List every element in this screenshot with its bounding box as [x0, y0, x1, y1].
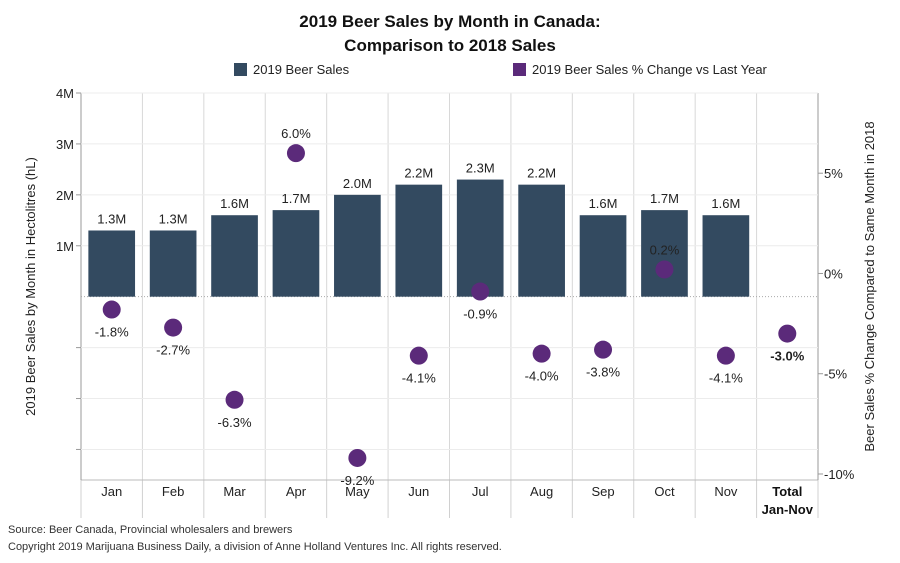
point-label-6: -0.9% — [463, 307, 497, 322]
point-0 — [102, 300, 121, 319]
point-7 — [532, 344, 551, 363]
legend-label-points: 2019 Beer Sales % Change vs Last Year — [532, 62, 767, 77]
point-label-2: -6.3% — [218, 415, 252, 430]
point-label-3: 6.0% — [281, 126, 311, 141]
point-label-0: -1.8% — [95, 325, 129, 340]
bar-label-4: 2.0M — [343, 176, 372, 191]
point-1 — [164, 318, 183, 337]
bar-5 — [395, 184, 443, 297]
legend-item-points: 2019 Beer Sales % Change vs Last Year — [513, 62, 767, 77]
point-label-9: 0.2% — [650, 242, 680, 257]
y2-tick-label: 0% — [824, 266, 843, 281]
bar-label-10: 1.6M — [711, 196, 740, 211]
point-11 — [778, 324, 797, 343]
point-label-1: -2.7% — [156, 343, 190, 358]
bar-label-1: 1.3M — [159, 211, 188, 226]
point-label-10: -4.1% — [709, 371, 743, 386]
legend-item-bars: 2019 Beer Sales — [234, 62, 349, 77]
x-tick-label-5: Jun — [408, 484, 429, 499]
x-tick-label-6: Jul — [472, 484, 489, 499]
y-tick-label: 1M — [56, 239, 74, 254]
chart-subtitle: Comparison to 2018 Sales — [344, 36, 556, 55]
bar-10 — [702, 215, 750, 297]
bar-3 — [272, 210, 320, 297]
point-4 — [348, 448, 367, 467]
legend-swatch-points — [513, 63, 526, 76]
y-tick-label: 4M — [56, 86, 74, 101]
bar-7 — [518, 184, 565, 297]
y2-tick-label: -10% — [824, 467, 855, 482]
x-tick-label-10: Nov — [714, 484, 738, 499]
legend-swatch-bars — [234, 63, 247, 76]
point-6 — [471, 282, 490, 301]
bar-0 — [88, 230, 136, 297]
bar-label-7: 2.2M — [527, 166, 556, 181]
x-tick-label-7: Aug — [530, 484, 553, 499]
bar-4 — [334, 194, 381, 297]
bar-6 — [456, 179, 504, 297]
bar-label-6: 2.3M — [466, 161, 495, 176]
point-9 — [655, 260, 674, 279]
x-tick-label-0: Jan — [101, 484, 122, 499]
bar-1 — [149, 230, 197, 297]
y2-tick-label: -5% — [824, 367, 848, 382]
footer-copyright: Copyright 2019 Marijuana Business Daily,… — [8, 541, 502, 553]
y2-axis-title: Beer Sales % Change Compared to Same Mon… — [862, 121, 877, 451]
x-tick-label-1: Feb — [162, 484, 184, 499]
x-tick-label-9: Oct — [654, 484, 675, 499]
bar-label-3: 1.7M — [282, 191, 311, 206]
legend-label-bars: 2019 Beer Sales — [253, 62, 350, 77]
bar-2 — [211, 215, 258, 297]
x-tick-label-8: Sep — [591, 484, 614, 499]
point-label-5: -4.1% — [402, 371, 436, 386]
bar-8 — [579, 215, 627, 297]
bar-label-9: 1.7M — [650, 191, 679, 206]
point-label-11: -3.0% — [770, 349, 804, 364]
y-tick-label: 2M — [56, 188, 74, 203]
bar-label-2: 1.6M — [220, 196, 249, 211]
footer-source: Source: Beer Canada, Provincial wholesal… — [8, 524, 293, 536]
point-2 — [225, 390, 244, 409]
point-label-7: -4.0% — [525, 369, 559, 384]
point-10 — [716, 346, 735, 365]
bar-label-0: 1.3M — [97, 211, 126, 226]
x-tick-label-11: Total Jan-Nov — [762, 484, 814, 517]
x-tick-label-4: May — [345, 484, 370, 499]
bar-label-8: 1.6M — [589, 196, 618, 211]
point-label-4: -9.2% — [340, 473, 374, 488]
point-3 — [286, 144, 305, 163]
chart-title: 2019 Beer Sales by Month in Canada: — [299, 12, 601, 31]
y-axis-title: 2019 Beer Sales by Month in Hectolitres … — [23, 157, 38, 416]
x-tick-label-2: Mar — [223, 484, 246, 499]
point-5 — [409, 346, 428, 365]
y-tick-label: 3M — [56, 137, 74, 152]
y2-tick-label: 5% — [824, 166, 843, 181]
point-label-8: -3.8% — [586, 365, 620, 380]
x-tick-label-3: Apr — [286, 484, 307, 499]
bar-label-5: 2.2M — [404, 166, 433, 181]
bar-9 — [641, 210, 688, 297]
point-8 — [594, 340, 613, 359]
